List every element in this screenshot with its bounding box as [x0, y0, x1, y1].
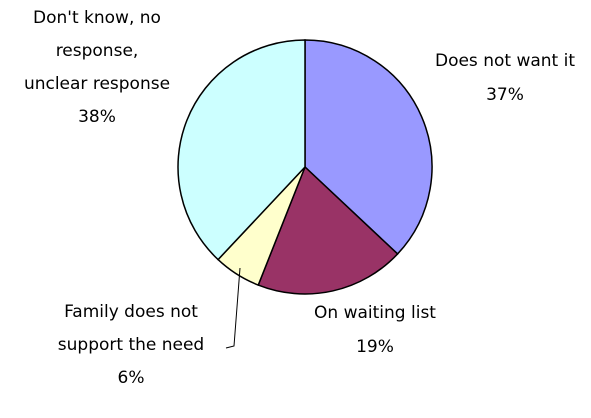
- value-label: 6%: [117, 368, 145, 388]
- slice-label: Family does not support the need 6%: [46, 296, 216, 395]
- category-label: Family does not support the need: [57, 302, 205, 355]
- pie-slice: [304, 39, 433, 255]
- slice-label: On waiting list 19%: [285, 296, 465, 364]
- pie-slice: [177, 39, 306, 261]
- category-label: Don't know, no response, unclear respons…: [23, 8, 171, 94]
- value-label: 38%: [78, 107, 116, 127]
- slice-label: Don't know, no response, unclear respons…: [22, 2, 172, 134]
- leader-line: [225, 267, 241, 349]
- value-label: 19%: [356, 337, 394, 357]
- category-label: Does not want it: [434, 51, 575, 71]
- category-label: On waiting list: [314, 303, 436, 323]
- slice-label: Does not want it 37%: [425, 44, 585, 112]
- value-label: 37%: [486, 85, 524, 105]
